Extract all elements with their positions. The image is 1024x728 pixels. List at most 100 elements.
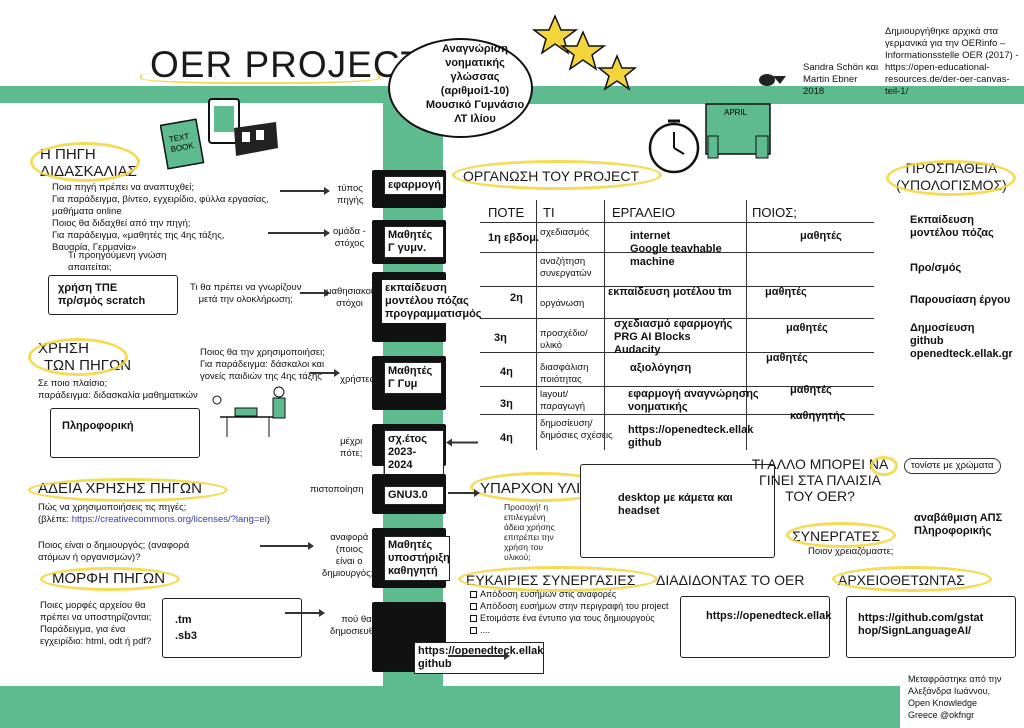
top-band-left: [0, 86, 383, 103]
partners-sub: Ποιον χρειαζόμαστε;: [808, 546, 894, 557]
who-2: μαθητές: [765, 286, 807, 298]
other-heading: ΤΙ ΑΛΛΟ ΜΠΟΡΕΙ ΝΑ ΓΙΝΕΙ ΣΤΑ ΠΛΑΙΣΙΑ ΤΟΥ OE…: [751, 456, 889, 504]
clock-icon: [648, 119, 700, 174]
when-1: 1η εβδομ.: [488, 232, 540, 244]
who-6: καθηγητής: [790, 410, 846, 422]
tab-when: σχ.έτος 2023-2024: [384, 430, 444, 475]
table-col1: [536, 200, 537, 450]
existing-answer-box: [580, 464, 775, 558]
what-4: προσχέδιο/υλικό: [540, 328, 588, 351]
what-7: δημοσίευση/δημόσιες σχέσεις: [540, 418, 613, 441]
existing-warning: Προσοχή! η επιλεγμένη άδεια χρήσης επιτρ…: [504, 502, 555, 562]
license-link[interactable]: https://creativecommons.org/licenses/?la…: [71, 514, 267, 525]
effort-item-4: Δημοσίευση github openedteck.ellak.gr: [910, 322, 1013, 360]
tool-6: https://openedteck.ellak github: [628, 424, 754, 449]
origin-credit: Δημιουργήθηκε αρχικά στα γερμανικά για τη…: [885, 26, 1019, 97]
label-source-type: τύπος πηγής: [337, 183, 364, 206]
what-6: layout/παραγωγή: [540, 389, 586, 412]
when-4: 4η: [500, 366, 513, 378]
tab-users: Μαθητές Γ Γυμ: [384, 362, 442, 394]
when-6: 4η: [500, 432, 513, 444]
form-answer-box: [162, 598, 302, 658]
label-target-group: ομάδα - στόχος: [333, 226, 366, 249]
label-users: χρήστες: [340, 374, 375, 385]
coop-item-3[interactable]: Ετοιμάστε ένα έντυπο για τους δημιουργού…: [470, 612, 669, 624]
okf-logo-icon: [759, 74, 786, 86]
source-question-2: Ποιος θα διδαχθεί από την πηγή; Για παράδ…: [52, 218, 225, 253]
table-row-line-6: [480, 414, 874, 415]
table-row-line-3: [480, 318, 874, 319]
license-heading-highlight: [28, 478, 228, 502]
use-heading-highlight: [28, 338, 128, 376]
partners-answer: αναβάθμιση ΑΠΣ Πληροφορικής: [914, 512, 1003, 537]
use-question-1: Σε ποιο πλαίσιο; παράδειγμα: διδασκαλία μ…: [38, 378, 198, 401]
table-col2: [604, 200, 605, 450]
coop-checkbox-2[interactable]: [470, 603, 477, 611]
classroom-drawing: [212, 386, 286, 437]
form-heading-highlight: [40, 567, 180, 591]
label-learning-goals: μαθησιακοί στόχοι: [326, 286, 374, 309]
coop-item-4[interactable]: ....: [470, 624, 669, 636]
who-5: μαθητές: [790, 384, 832, 396]
who-1: μαθητές: [800, 230, 842, 242]
archive-box: [846, 596, 1016, 658]
distribute-box: [680, 596, 830, 658]
use-answer: Πληροφορική: [62, 420, 134, 432]
arrow-type: [280, 187, 330, 194]
label-publish: πού θα δημοσιευθεί;: [330, 614, 384, 637]
table-col3: [746, 200, 747, 450]
arrow-until: [448, 442, 478, 444]
tab-cert: GNU3.0: [384, 486, 444, 505]
table-row-line-1: [480, 252, 874, 253]
col-what-header: ΤΙ: [543, 205, 555, 220]
what-3: οργάνωση: [540, 298, 585, 309]
archive-answer: https://github.com/gstat hop/SignLanguage…: [858, 612, 984, 637]
tool-2: εκπαίδευση μοτέλου tm: [608, 286, 732, 298]
coop-heading-highlight: [458, 566, 658, 592]
when-3: 3η: [494, 332, 507, 344]
project-topic: Αναγνώριση νοηματικής γλώσσας (αριθμοί1-10…: [425, 43, 525, 125]
license-question: Πώς να χρησιμοποιήσεις τις πηγές; (βλέπε…: [38, 502, 270, 525]
other-heading-highlight: [870, 456, 898, 476]
learn-question: Τι θα πρέπει να γνωρίζουν μετά την ολοκλή…: [190, 282, 302, 305]
col-when-header: ΠΟΤΕ: [488, 205, 525, 220]
calendar-icon: APRIL: [705, 103, 771, 159]
table-row-line-5: [480, 386, 874, 387]
when-5: 3η: [500, 398, 513, 410]
authors: Sandra Schön και Martin Ebner 2018: [803, 62, 879, 97]
tool-3: σχεδιασμό εφαρμογής PRG AI Blocks Audacity: [614, 318, 733, 356]
translation-credit: Μεταφράστηκε από την Αλεξάνδρα Ιωάννου, Op…: [908, 674, 1002, 720]
when-2: 2η: [510, 292, 523, 304]
coop-checkbox-3[interactable]: [470, 615, 477, 623]
title-highlight: [140, 70, 380, 84]
tab-type: εφαρμογή: [384, 176, 444, 195]
col-tool-header: ΕΡΓΑΛΕΙΟ: [612, 205, 676, 220]
label-certification: πιστοποίηση: [310, 484, 364, 495]
stars-icon: [531, 14, 638, 91]
coop-item-1[interactable]: Απόδοση ευσήμων στις αναφορές: [470, 588, 669, 600]
what-5: διασφάλιση ποιότητας: [540, 362, 589, 385]
what-2: αναζήτηση συνεργατών: [540, 256, 592, 279]
effort-item-2: Προ/σμός: [910, 262, 962, 274]
coop-checkbox-4[interactable]: [470, 627, 477, 635]
film-strip-icon: [234, 122, 278, 156]
form-question: Ποιες μορφές αρχείου θα πρέπει να υποστηρ…: [40, 600, 152, 647]
coop-item-2[interactable]: Απόδοση ευσήμων στην περιγραφή του proje…: [470, 600, 669, 612]
arrow-creator: [260, 542, 314, 549]
coop-checkbox-1[interactable]: [470, 591, 477, 599]
use-answer-box: [50, 408, 200, 458]
creator-question: Ποιος είναι ο δημιουργός; (αναφορά ατόμων…: [38, 540, 190, 563]
partners-heading-highlight: [786, 522, 896, 548]
table-row-line-4: [480, 352, 874, 353]
tab-target: Μαθητές Γ γυμν.: [384, 226, 444, 258]
tablet-icon: [208, 98, 240, 144]
color-note: τονίστε με χρώματα: [904, 458, 1001, 474]
tab-publish: https://openedteck.ellak github: [414, 642, 544, 674]
project-heading-highlight: [452, 160, 662, 190]
distribute-heading: ΔΙΑΔΙΔΟΝΤΑΣ ΤΟ OER: [656, 572, 805, 588]
col-who-header: ΠΟΙΟΣ;: [752, 205, 797, 220]
arrow-target: [268, 229, 330, 236]
source-question-3: Τι προηγούμενη γνώση απαιτείται;: [68, 250, 167, 273]
textbook-icon: TEXT BOOK: [160, 118, 205, 170]
table-header-line: [480, 222, 874, 223]
